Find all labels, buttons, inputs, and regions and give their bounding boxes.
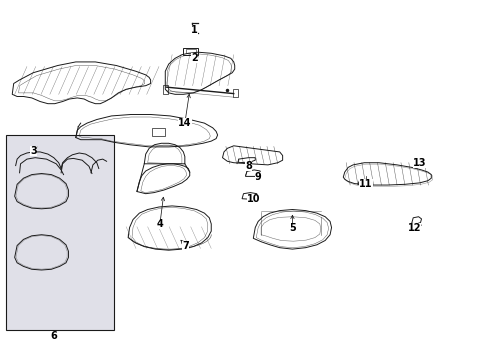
Text: 14: 14 xyxy=(178,118,191,128)
Text: 9: 9 xyxy=(254,172,261,182)
Text: 10: 10 xyxy=(246,194,260,204)
Text: 6: 6 xyxy=(50,330,57,341)
Text: 1: 1 xyxy=(191,24,198,35)
Text: 8: 8 xyxy=(244,161,251,171)
Bar xyxy=(6,135,114,330)
Text: 12: 12 xyxy=(407,222,421,233)
Text: 13: 13 xyxy=(412,158,426,168)
Text: 11: 11 xyxy=(358,179,372,189)
Text: 4: 4 xyxy=(156,219,163,229)
Bar xyxy=(151,128,165,136)
Text: 3: 3 xyxy=(30,146,37,156)
Text: 2: 2 xyxy=(191,53,198,63)
Text: 7: 7 xyxy=(182,240,189,251)
Text: 5: 5 xyxy=(288,222,295,233)
Bar xyxy=(232,89,237,97)
Bar xyxy=(163,85,168,94)
